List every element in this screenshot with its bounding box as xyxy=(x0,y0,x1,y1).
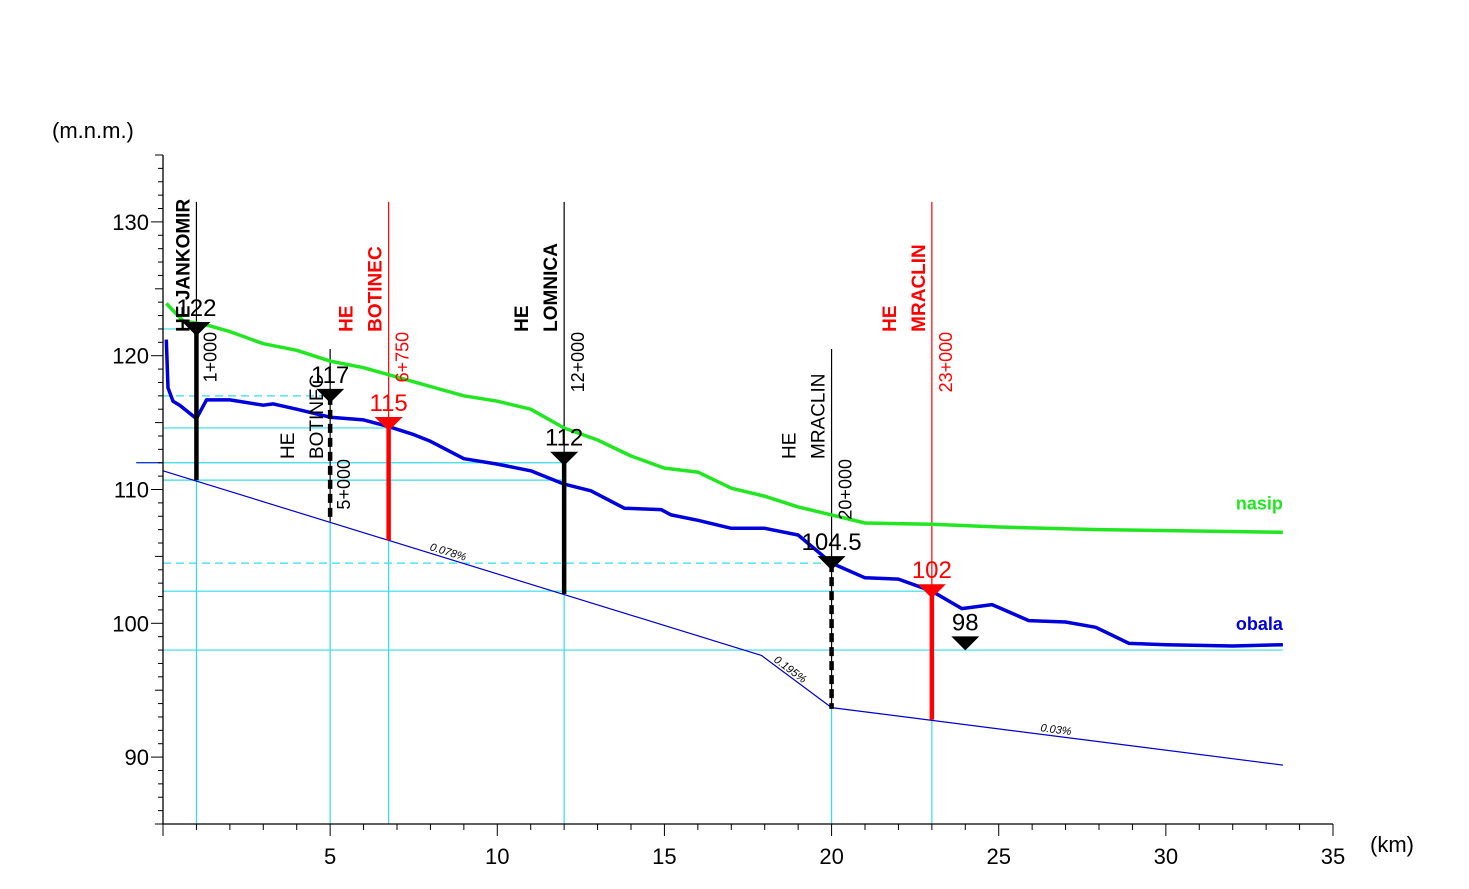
reference-lines xyxy=(136,328,1283,651)
station-bars xyxy=(182,321,980,720)
level-marker-icon xyxy=(917,584,946,599)
level-label: 117 xyxy=(311,362,349,389)
slope-label: 0.195% xyxy=(771,654,808,686)
level-marker-icon xyxy=(316,388,345,403)
station-chainage: 20+000 xyxy=(836,459,856,520)
y-tick-label: 100 xyxy=(112,611,149,636)
level-label: 102 xyxy=(912,557,952,584)
level-label: 115 xyxy=(370,390,408,417)
y-tick-label: 110 xyxy=(114,478,149,503)
station-chainage: 6+750 xyxy=(393,332,413,383)
station-name: HE xyxy=(780,433,801,459)
y-tick-label: 120 xyxy=(112,344,149,369)
slope-label: 0.03% xyxy=(1040,722,1073,738)
station-name: MRACLIN xyxy=(809,373,830,459)
level-marker-icon xyxy=(817,556,846,571)
station-chainage: 1+000 xyxy=(200,332,220,383)
station-name: HE JANKOMIR xyxy=(173,199,194,332)
level-marker-icon xyxy=(951,636,980,651)
series-label: obala xyxy=(1236,614,1284,634)
x-axis-label: (km) xyxy=(1370,832,1414,857)
x-tick-label: 25 xyxy=(986,844,1010,869)
station-name: HE xyxy=(337,305,358,331)
axes: 90 100 110 120 130 5 10 15 20 25 30 35 (m.n.m.) (km) xyxy=(52,118,1414,869)
level-label: 98 xyxy=(952,609,979,636)
station-name: BOTINEC xyxy=(366,246,387,332)
station-chainage: 12+000 xyxy=(568,332,588,393)
station-chainage: 23+000 xyxy=(936,332,956,393)
y-axis-label: (m.n.m.) xyxy=(52,118,134,143)
x-tick-label: 5 xyxy=(324,844,336,869)
level-marker-icon xyxy=(374,416,403,431)
level-label: 112 xyxy=(545,425,583,452)
data-series xyxy=(162,302,1283,766)
series-bed xyxy=(162,470,1283,766)
station-chainage: 5+000 xyxy=(334,459,354,510)
station-name: BOTINEC xyxy=(307,375,328,459)
x-tick-label: 15 xyxy=(652,844,676,869)
x-tick-label: 30 xyxy=(1154,844,1178,869)
x-tick-label: 35 xyxy=(1321,844,1345,869)
slope-label: 0.078% xyxy=(428,541,467,564)
series-label: nasip xyxy=(1236,494,1283,514)
x-tick-label: 10 xyxy=(485,844,509,869)
x-tick-label: 20 xyxy=(819,844,843,869)
y-tick-label: 90 xyxy=(125,745,149,770)
station-name: HE xyxy=(512,305,533,331)
series-nasip xyxy=(165,302,1283,535)
level-label: 122 xyxy=(176,295,216,322)
station-name: HE xyxy=(278,433,299,459)
y-tick-label: 130 xyxy=(112,210,149,235)
level-marker-icon xyxy=(182,321,211,336)
series-obala xyxy=(164,339,1283,648)
level-marker-icon xyxy=(550,451,579,466)
level-label: 104.5 xyxy=(802,529,862,556)
station-name: LOMNICA xyxy=(541,243,562,332)
station-name: MRACLIN xyxy=(909,244,930,332)
station-name: HE xyxy=(880,305,901,331)
